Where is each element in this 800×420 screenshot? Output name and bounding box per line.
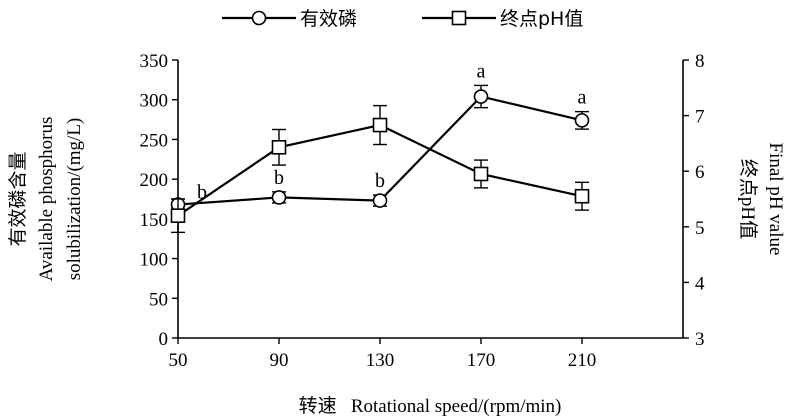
point-phosphorus: [574, 113, 590, 128]
point-phosphorus: [372, 193, 388, 208]
legend-marker-ph: [451, 10, 467, 26]
right-y-tick-label: 7: [695, 107, 705, 128]
point-ph: [271, 139, 287, 155]
right-y-tick-label: 5: [695, 218, 705, 239]
point-ph: [170, 208, 186, 223]
x-axis-title: 转速 Rotational speed/(rpm/min): [299, 395, 562, 417]
left-y-tick-label: 0: [159, 329, 169, 350]
x-tick-label: 210: [568, 350, 597, 371]
right-y-tick-label: 3: [695, 329, 705, 350]
point-phosphorus: [473, 89, 489, 104]
right-y-title-line-1-wrap: 终点pH值: [737, 159, 759, 239]
right-y-tick-label: 6: [695, 162, 705, 183]
left-y-tick-label: 100: [140, 250, 169, 271]
legend: 有效磷 终点pH值: [222, 8, 583, 30]
left-y-title-line-2-wrap: Available phosphorus: [36, 117, 57, 282]
x-tick-label: 170: [467, 350, 496, 371]
point-phosphorus: [271, 190, 287, 205]
significance-label: b: [197, 182, 207, 204]
x-tick-label: 90: [270, 350, 289, 371]
left-y-title-en-1: Available phosphorus: [36, 117, 57, 282]
right-y-ticks: 3 4 5 6 7 8: [683, 51, 705, 350]
x-tick-label: 50: [169, 350, 188, 371]
right-y-title-en: Final pH value: [765, 143, 786, 256]
significance-label: a: [578, 87, 587, 109]
left-y-title-line-3-wrap: solubilization/(mg/L): [64, 118, 85, 281]
left-y-tick-label: 50: [149, 289, 168, 310]
legend-label-phosphorus: 有效磷: [300, 8, 357, 30]
right-y-title-cn: 终点pH值: [737, 159, 759, 239]
left-y-tick-label: 250: [140, 130, 169, 151]
right-y-tick-label: 8: [695, 51, 705, 72]
right-y-title-line-2-wrap: Final pH value: [765, 143, 786, 256]
point-ph: [372, 117, 388, 133]
legend-label-ph: 终点pH值: [500, 8, 583, 30]
point-ph: [574, 188, 590, 204]
left-y-tick-label: 300: [140, 91, 169, 112]
point-ph: [473, 166, 489, 182]
legend-marker-phosphorus: [251, 10, 267, 26]
left-y-title-en-2: solubilization/(mg/L): [64, 118, 85, 281]
left-y-ticks: 0 50 100 150 200 250 300 350: [140, 51, 178, 350]
significance-label: b: [274, 167, 284, 189]
significance-label: b: [375, 170, 385, 192]
x-ticks: 50 90 130 170 210: [169, 338, 597, 371]
left-y-tick-label: 200: [140, 170, 169, 191]
series-layer: b b b a a: [170, 60, 590, 234]
left-y-tick-label: 350: [140, 51, 169, 72]
right-y-tick-label: 4: [695, 273, 705, 294]
left-y-title-cn: 有效磷含量: [7, 151, 29, 246]
x-tick-label: 130: [366, 350, 395, 371]
left-y-title-line-1-wrap: 有效磷含量: [7, 151, 29, 246]
significance-label: a: [477, 60, 486, 82]
left-y-tick-label: 150: [140, 210, 169, 231]
